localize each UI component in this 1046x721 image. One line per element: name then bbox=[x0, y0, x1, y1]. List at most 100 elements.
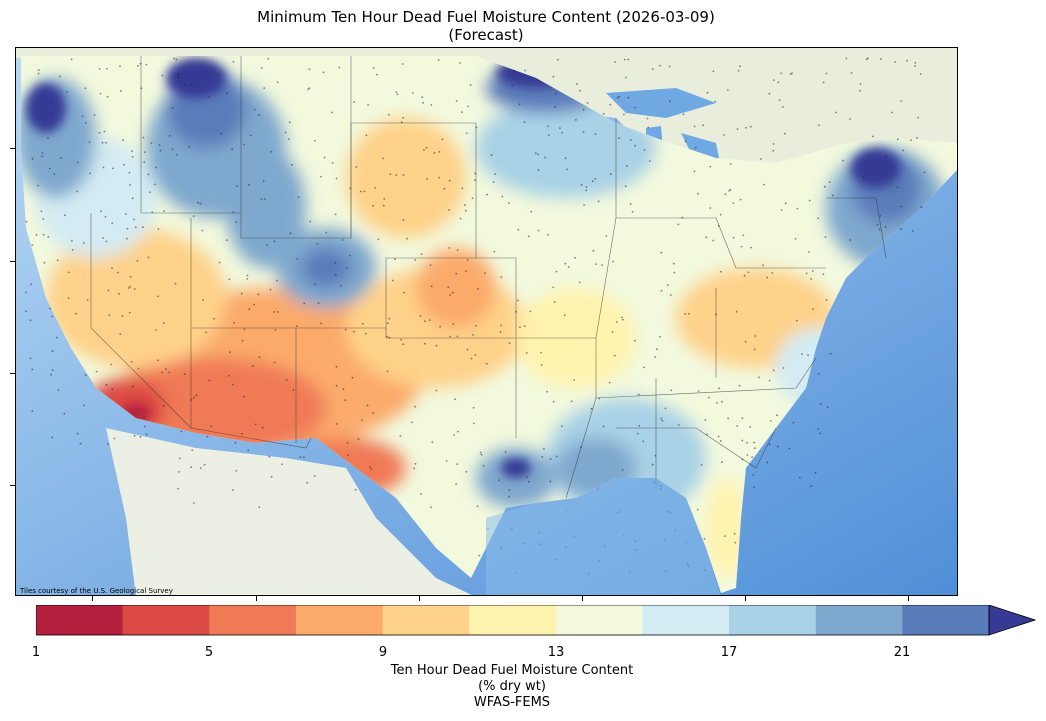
station-dot bbox=[546, 390, 549, 393]
station-dot bbox=[776, 445, 779, 448]
station-dot bbox=[618, 95, 620, 98]
station-dot bbox=[605, 235, 608, 237]
station-dot bbox=[163, 210, 166, 213]
station-dot bbox=[322, 71, 325, 74]
station-dot bbox=[133, 218, 135, 221]
station-dot bbox=[106, 95, 109, 98]
station-dot bbox=[422, 101, 424, 104]
station-dot bbox=[529, 310, 532, 313]
station-dot bbox=[743, 274, 746, 277]
station-dot bbox=[208, 96, 210, 98]
station-dot bbox=[597, 200, 600, 203]
station-dot bbox=[25, 310, 27, 313]
station-dot bbox=[35, 234, 38, 236]
station-dot bbox=[741, 439, 744, 442]
station-dot bbox=[261, 426, 264, 429]
station-dot bbox=[448, 209, 451, 211]
station-dot bbox=[659, 335, 661, 338]
station-dot bbox=[547, 134, 550, 136]
station-dot bbox=[128, 171, 131, 174]
station-dot bbox=[365, 134, 368, 137]
station-dot bbox=[916, 136, 918, 139]
station-dot bbox=[474, 172, 476, 175]
station-dot bbox=[37, 69, 40, 71]
station-dot bbox=[616, 96, 619, 99]
station-dot bbox=[648, 160, 651, 162]
station-dot bbox=[749, 125, 752, 128]
colorbar-bin bbox=[729, 605, 817, 635]
station-dot bbox=[320, 322, 322, 325]
station-dot bbox=[233, 322, 236, 324]
station-dot bbox=[344, 399, 347, 402]
station-dot bbox=[303, 456, 305, 458]
station-dot bbox=[457, 430, 459, 433]
station-dot bbox=[174, 282, 177, 285]
station-dot bbox=[717, 224, 720, 227]
station-dot bbox=[425, 146, 428, 149]
station-dot bbox=[210, 425, 213, 428]
station-dot bbox=[389, 173, 392, 175]
station-dot bbox=[334, 213, 337, 216]
station-dot bbox=[547, 125, 549, 127]
station-dot bbox=[229, 351, 231, 353]
station-dot bbox=[81, 115, 84, 118]
colorbar-tick-label: 17 bbox=[720, 645, 738, 660]
station-dot bbox=[637, 393, 640, 396]
station-dot bbox=[98, 68, 101, 70]
station-dot bbox=[741, 458, 744, 461]
station-dot bbox=[31, 410, 34, 412]
station-dot bbox=[464, 204, 466, 207]
station-dot bbox=[349, 187, 352, 190]
station-dot bbox=[625, 76, 627, 79]
station-dot bbox=[125, 237, 128, 240]
station-dot bbox=[178, 471, 180, 473]
station-dot bbox=[177, 487, 180, 490]
station-dot bbox=[139, 62, 142, 65]
station-dot bbox=[697, 192, 699, 195]
station-dot bbox=[414, 405, 417, 408]
station-dot bbox=[86, 299, 89, 301]
station-dot bbox=[364, 332, 367, 335]
station-dot bbox=[95, 370, 98, 373]
station-dot bbox=[727, 417, 729, 420]
station-dot bbox=[201, 229, 204, 232]
station-dot bbox=[445, 460, 448, 462]
station-dot bbox=[817, 217, 820, 220]
station-dot bbox=[923, 171, 926, 174]
station-dot bbox=[349, 254, 351, 257]
colorbar-title: Ten Hour Dead Fuel Moisture Content (% d… bbox=[262, 663, 762, 711]
station-dot bbox=[419, 314, 422, 317]
fuel-moisture-map[interactable]: Tiles courtesy of the U.S. Geological Su… bbox=[15, 47, 958, 596]
station-dot bbox=[622, 318, 624, 321]
station-dot bbox=[660, 289, 663, 292]
station-dot bbox=[253, 303, 256, 306]
station-dot bbox=[437, 59, 440, 61]
station-dot bbox=[738, 384, 741, 387]
station-dot bbox=[130, 361, 133, 363]
station-dot bbox=[564, 262, 567, 265]
station-dot bbox=[438, 176, 440, 179]
station-dot bbox=[508, 202, 510, 205]
station-dot bbox=[258, 114, 260, 116]
station-dot bbox=[340, 285, 342, 287]
station-dot bbox=[780, 209, 783, 211]
station-dot bbox=[142, 136, 145, 139]
station-dot bbox=[123, 163, 125, 166]
station-dot bbox=[455, 272, 458, 275]
station-dot bbox=[475, 325, 477, 327]
station-dot bbox=[465, 132, 468, 135]
station-dot bbox=[739, 198, 742, 201]
station-dot bbox=[195, 394, 198, 397]
station-dot bbox=[782, 367, 785, 369]
station-dot bbox=[217, 74, 220, 77]
station-dot bbox=[540, 364, 543, 366]
station-dot bbox=[173, 57, 176, 60]
station-dot bbox=[717, 435, 720, 438]
station-dot bbox=[456, 249, 459, 252]
station-dot bbox=[355, 166, 358, 168]
station-dot bbox=[317, 302, 320, 305]
station-dot bbox=[83, 404, 85, 407]
station-dot bbox=[107, 289, 110, 292]
station-dot bbox=[400, 121, 403, 124]
station-dot bbox=[919, 73, 922, 75]
